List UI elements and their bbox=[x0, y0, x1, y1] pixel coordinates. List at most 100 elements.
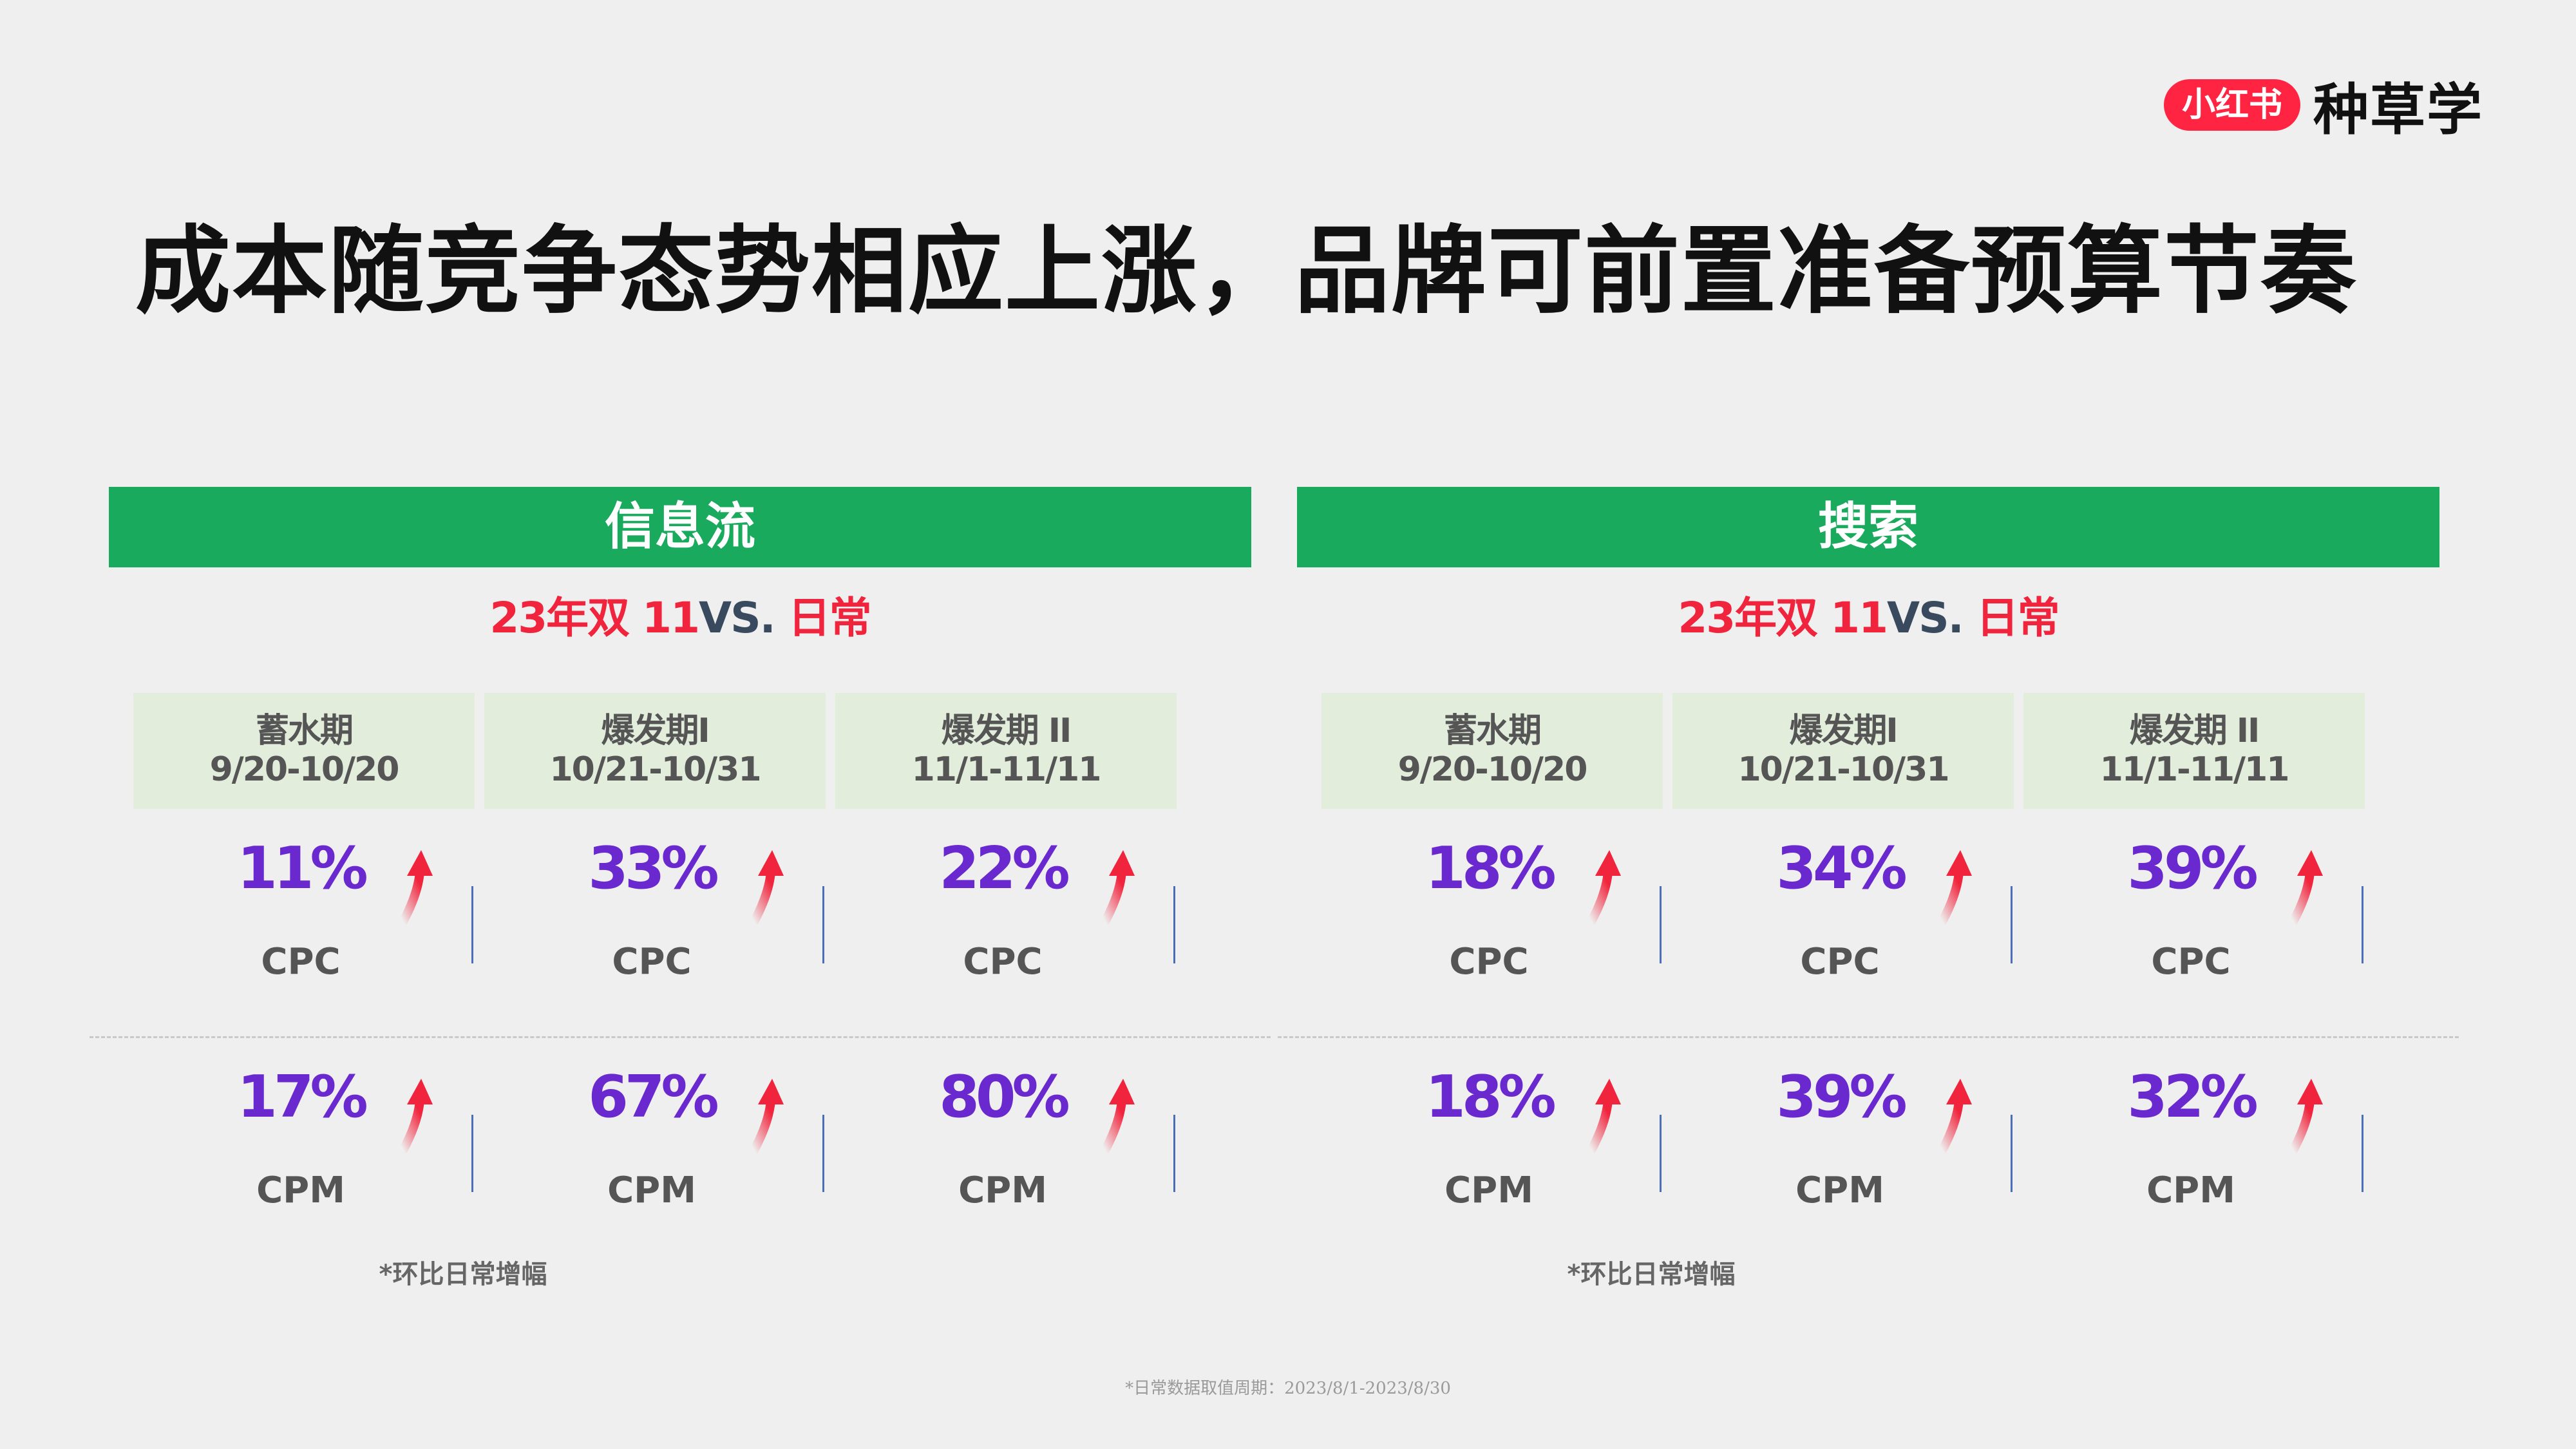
period-headers: 蓄水期 9/20-10/20 爆发期I 10/21-10/31 爆发期 II 11/1-1… bbox=[133, 693, 1177, 809]
cpm-row: 17% CPM 67% CPM 80% CPM bbox=[133, 1063, 1177, 1231]
period-name: 爆发期I bbox=[1789, 712, 1898, 751]
period-range: 10/21-10/31 bbox=[1738, 750, 1949, 789]
panel-header: 搜索 bbox=[1297, 487, 2439, 567]
metric-value: 18% bbox=[1425, 835, 1556, 902]
compare-tail: 日常 bbox=[774, 593, 872, 643]
metric-cell: 32% CPM bbox=[2023, 1063, 2365, 1231]
metric-cell: 39% CPC bbox=[2023, 835, 2365, 1002]
metric-value: 39% bbox=[1776, 1063, 1907, 1131]
cpc-row: 11% CPC 33% CPC 22% CPC bbox=[133, 835, 1177, 1002]
column-separator bbox=[1173, 1115, 1175, 1192]
xiaohongshu-badge: 小红书 bbox=[2164, 79, 2301, 131]
panel-header: 信息流 bbox=[109, 487, 1251, 567]
column-separator bbox=[2362, 1115, 2363, 1192]
metric-value: 32% bbox=[2127, 1063, 2258, 1131]
period-name: 蓄水期 bbox=[255, 712, 354, 751]
metric-label: CPM bbox=[1444, 1170, 1533, 1211]
column-separator bbox=[2362, 886, 2363, 963]
metric-cell: 67% CPM bbox=[484, 1063, 826, 1231]
metric-value: 22% bbox=[939, 835, 1070, 902]
metric-value: 33% bbox=[588, 835, 719, 902]
column-separator bbox=[471, 886, 473, 963]
period-cell: 蓄水期 9/20-10/20 bbox=[133, 693, 475, 809]
row-divider bbox=[90, 1036, 1271, 1038]
metric-cell: 33% CPC bbox=[484, 835, 826, 1002]
up-arrow-icon bbox=[1933, 1076, 1978, 1155]
metric-label: CPM bbox=[958, 1170, 1047, 1211]
column-separator bbox=[1660, 1115, 1662, 1192]
up-arrow-icon bbox=[745, 848, 790, 926]
metric-value: 34% bbox=[1776, 835, 1907, 902]
metric-value: 67% bbox=[588, 1063, 719, 1131]
metric-value: 80% bbox=[939, 1063, 1070, 1131]
period-cell: 爆发期I 10/21-10/31 bbox=[484, 693, 826, 809]
column-separator bbox=[2011, 886, 2012, 963]
period-range: 11/1-11/11 bbox=[911, 750, 1102, 789]
metric-label: CPC bbox=[963, 941, 1043, 983]
period-headers: 蓄水期 9/20-10/20 爆发期I 10/21-10/31 爆发期 II 11/1-1… bbox=[1321, 693, 2365, 809]
column-separator bbox=[822, 886, 824, 963]
metric-label: CPC bbox=[1800, 941, 1880, 983]
brand-logo: 小红书 种草学 bbox=[2164, 64, 2483, 145]
brand-name: 种草学 bbox=[2313, 78, 2484, 142]
up-arrow-icon bbox=[394, 1076, 439, 1155]
footnote: *环比日常增幅 bbox=[1567, 1260, 1736, 1289]
compare-lead: 23年双 11 bbox=[489, 593, 700, 643]
up-arrow-icon bbox=[745, 1076, 790, 1155]
period-name: 蓄水期 bbox=[1443, 712, 1542, 751]
period-range: 10/21-10/31 bbox=[549, 750, 761, 789]
period-name: 爆发期I bbox=[601, 712, 710, 751]
period-cell: 爆发期 II 11/1-11/11 bbox=[835, 693, 1177, 809]
up-arrow-icon bbox=[1096, 848, 1141, 926]
metric-label: CPC bbox=[612, 941, 692, 983]
up-arrow-icon bbox=[1933, 848, 1978, 926]
metric-value: 11% bbox=[237, 835, 368, 902]
row-divider bbox=[1278, 1036, 2459, 1038]
up-arrow-icon bbox=[1582, 1076, 1627, 1155]
compare-lead: 23年双 11 bbox=[1678, 593, 1888, 643]
panel-search: 搜索 23年双 11VS. 日常 蓄水期 9/20-10/20 爆发期I 10/21-10… bbox=[1278, 487, 2459, 1324]
footer-note: *日常数据取值周期：2023/8/1-2023/8/30 bbox=[1125, 1379, 1451, 1398]
up-arrow-icon bbox=[2284, 1076, 2329, 1155]
metric-cell: 80% CPM bbox=[835, 1063, 1177, 1231]
panel-feed: 信息流 23年双 11VS. 日常 蓄水期 9/20-10/20 爆发期I 10/21-1… bbox=[90, 487, 1271, 1324]
up-arrow-icon bbox=[1096, 1076, 1141, 1155]
period-cell: 爆发期 II 11/1-11/11 bbox=[2023, 693, 2365, 809]
column-separator bbox=[471, 1115, 473, 1192]
column-separator bbox=[2011, 1115, 2012, 1192]
comparison-caption: 23年双 11VS. 日常 bbox=[1297, 583, 2439, 645]
compare-vs: VS. bbox=[699, 593, 776, 643]
metric-label: CPM bbox=[607, 1170, 696, 1211]
metric-value: 18% bbox=[1425, 1063, 1556, 1131]
column-separator bbox=[822, 1115, 824, 1192]
cpm-row: 18% CPM 39% CPM 32% CPM bbox=[1321, 1063, 2365, 1231]
metric-cell: 11% CPC bbox=[133, 835, 475, 1002]
compare-vs: VS. bbox=[1887, 593, 1964, 643]
metric-cell: 18% CPM bbox=[1321, 1063, 1663, 1231]
metric-cell: 34% CPC bbox=[1672, 835, 2014, 1002]
metric-cell: 17% CPM bbox=[133, 1063, 475, 1231]
metric-label: CPC bbox=[2151, 941, 2231, 983]
page-title: 成本随竞争态势相应上涨，品牌可前置准备预算节奏 bbox=[135, 216, 2357, 327]
period-range: 11/1-11/11 bbox=[2099, 750, 2290, 789]
metric-label: CPM bbox=[1795, 1170, 1884, 1211]
up-arrow-icon bbox=[1582, 848, 1627, 926]
up-arrow-icon bbox=[2284, 848, 2329, 926]
cpc-row: 18% CPC 34% CPC 39% CPC bbox=[1321, 835, 2365, 1002]
metric-value: 17% bbox=[237, 1063, 368, 1131]
compare-tail: 日常 bbox=[1962, 593, 2060, 643]
period-range: 9/20-10/20 bbox=[1397, 750, 1588, 789]
metric-label: CPM bbox=[2146, 1170, 2235, 1211]
metric-cell: 18% CPC bbox=[1321, 835, 1663, 1002]
period-name: 爆发期 II bbox=[941, 712, 1072, 751]
metric-label: CPC bbox=[1449, 941, 1529, 983]
metric-value: 39% bbox=[2127, 835, 2258, 902]
comparison-caption: 23年双 11VS. 日常 bbox=[109, 583, 1251, 645]
period-cell: 蓄水期 9/20-10/20 bbox=[1321, 693, 1663, 809]
up-arrow-icon bbox=[394, 848, 439, 926]
metric-cell: 22% CPC bbox=[835, 835, 1177, 1002]
metric-label: CPC bbox=[261, 941, 341, 983]
period-range: 9/20-10/20 bbox=[209, 750, 400, 789]
period-cell: 爆发期I 10/21-10/31 bbox=[1672, 693, 2014, 809]
column-separator bbox=[1660, 886, 1662, 963]
